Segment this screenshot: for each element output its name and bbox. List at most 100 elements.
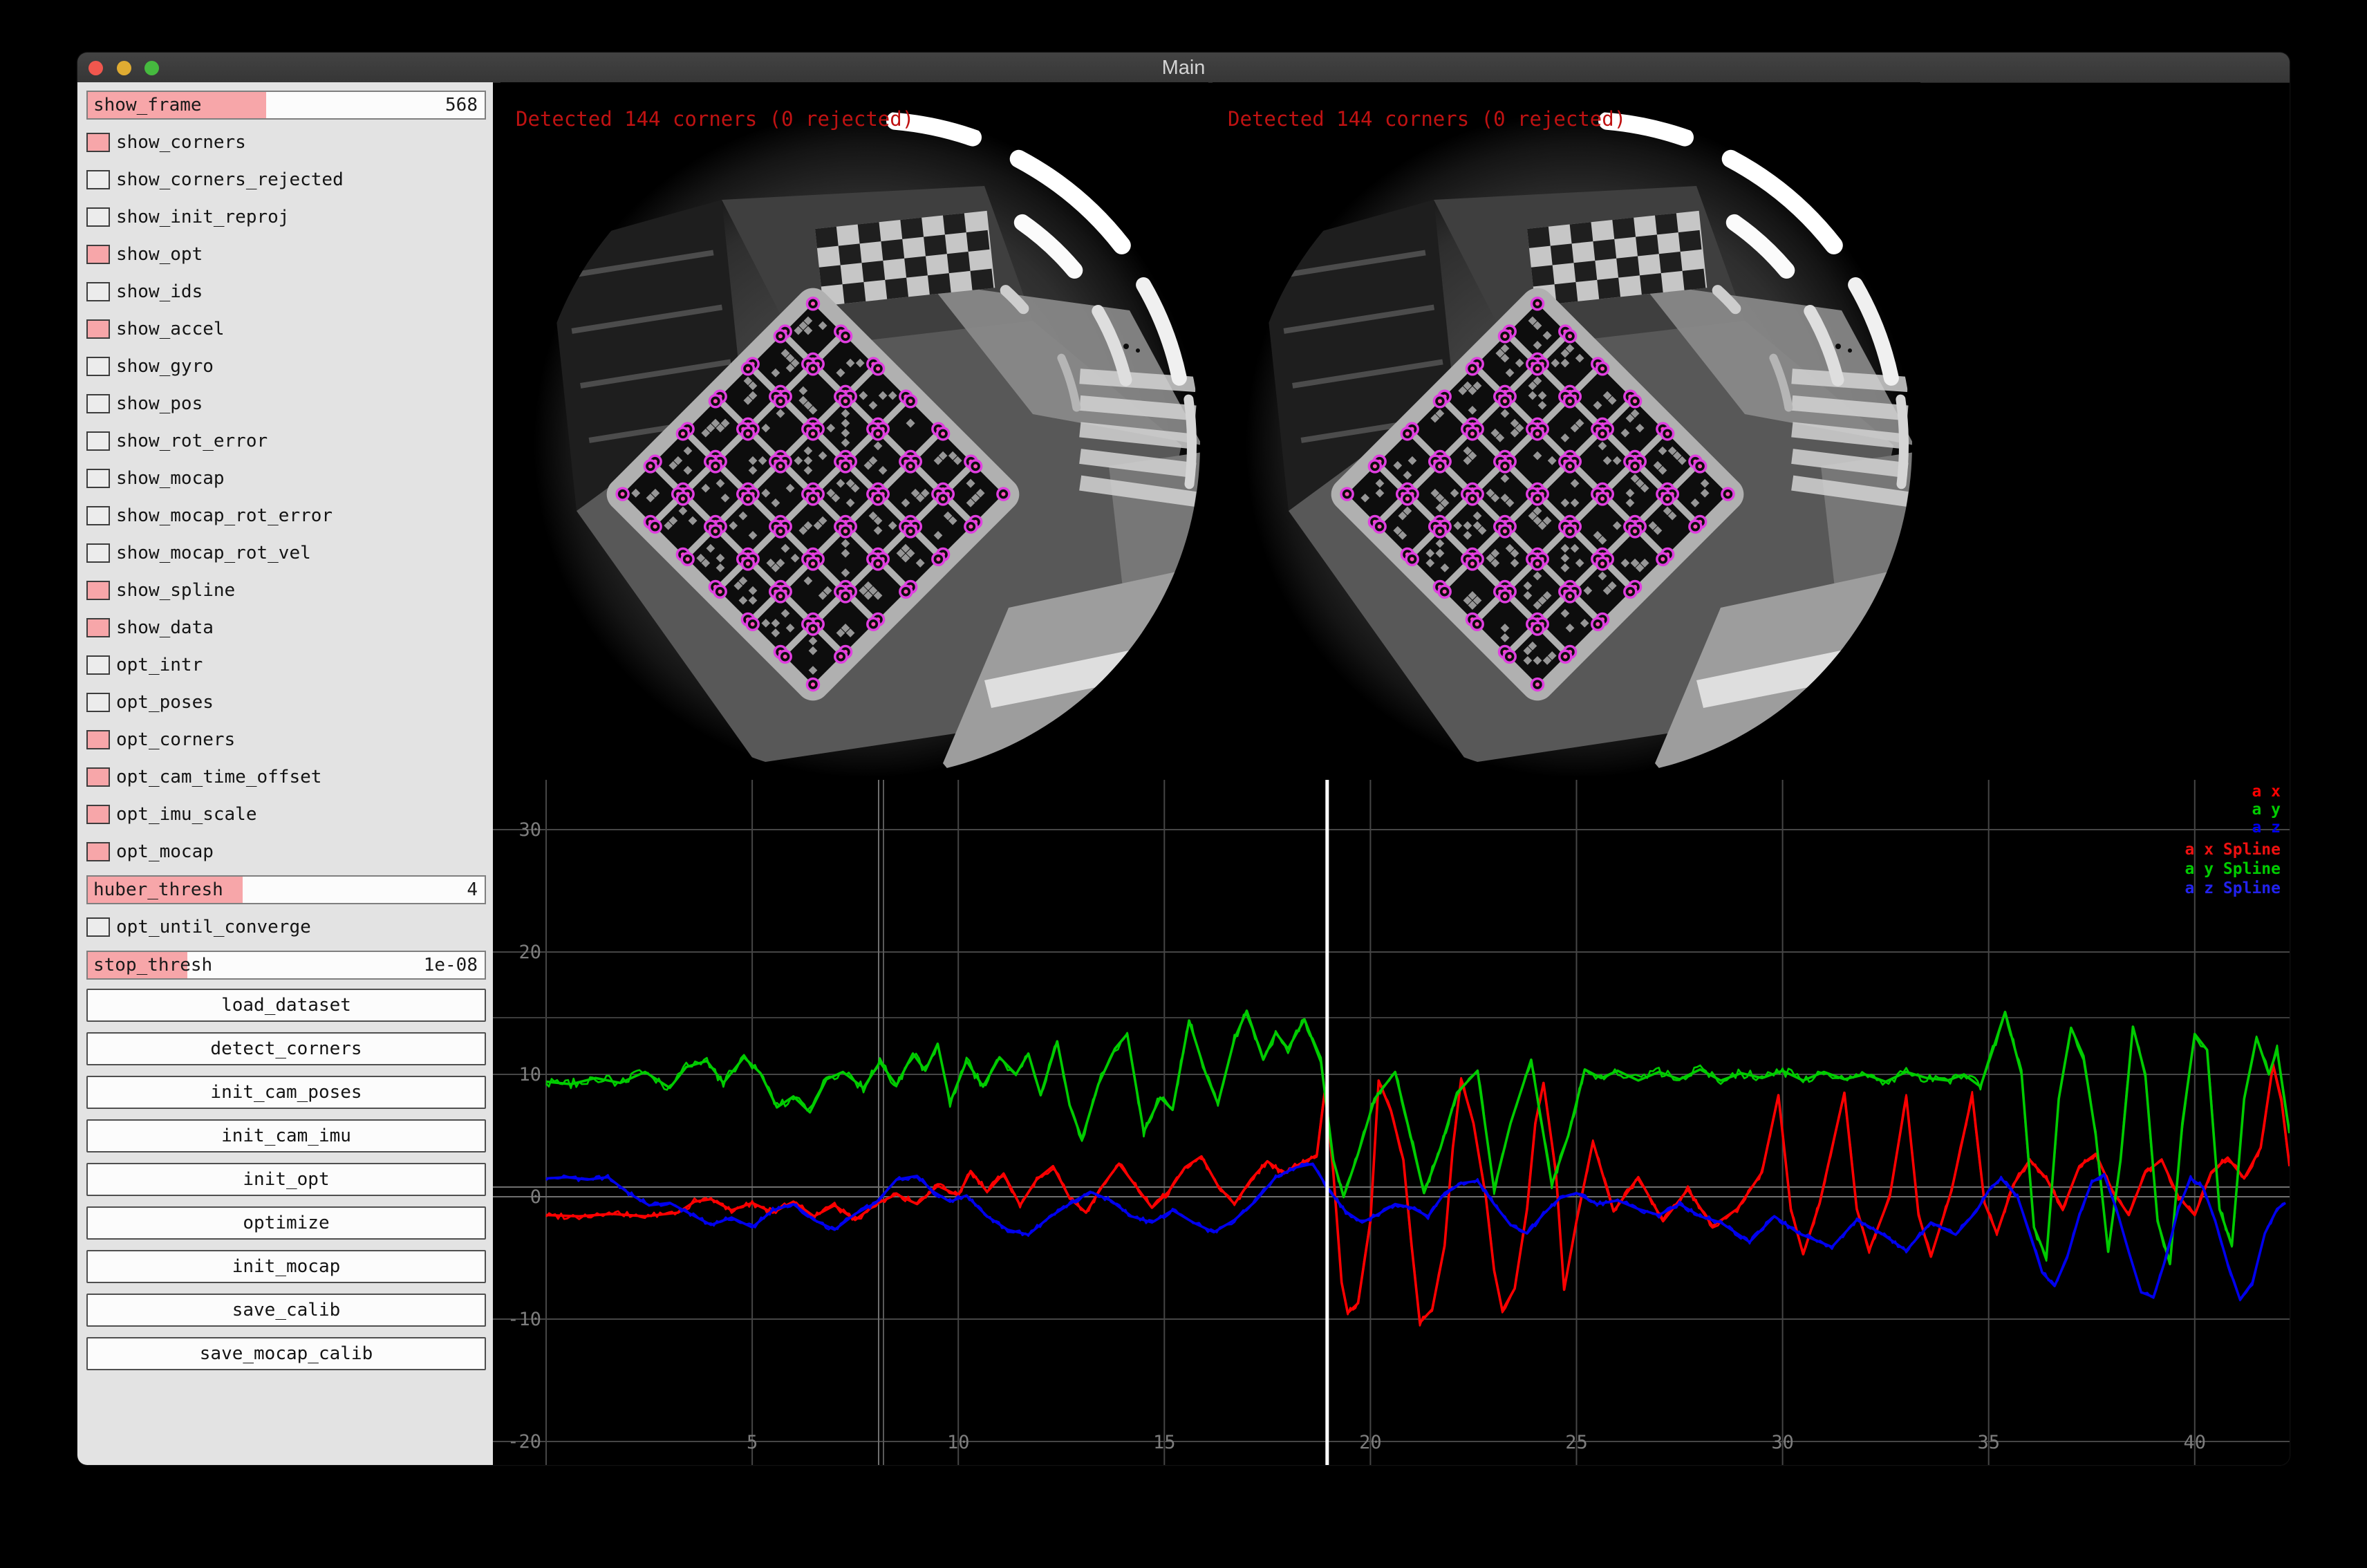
- init_cam_poses-button[interactable]: init_cam_poses: [86, 1076, 486, 1109]
- checkbox-box[interactable]: [86, 581, 110, 600]
- checkbox-show_pos[interactable]: show_pos: [86, 390, 486, 418]
- window-title: Main: [1161, 57, 1206, 79]
- detected-corner-marker: [870, 557, 886, 571]
- checkbox-show_data[interactable]: show_data: [86, 614, 486, 642]
- checkbox-box[interactable]: [86, 431, 110, 451]
- checkbox-show_corners[interactable]: show_corners: [86, 129, 486, 156]
- minimize-window-button[interactable]: [117, 61, 131, 75]
- checkbox-box[interactable]: [86, 730, 110, 749]
- checkbox-box[interactable]: [86, 319, 110, 339]
- checkbox-show_ids[interactable]: show_ids: [86, 278, 486, 306]
- checkbox-box[interactable]: [86, 170, 110, 189]
- ceiling-light-streak: [1000, 285, 1029, 315]
- window-titlebar[interactable]: Main: [77, 53, 2290, 83]
- checkbox-box[interactable]: [86, 207, 110, 227]
- zoom-window-button[interactable]: [144, 61, 159, 75]
- ceiling-light-streak: [1184, 394, 1197, 489]
- load_dataset-button[interactable]: load_dataset: [86, 989, 486, 1022]
- detected-corner-marker: [838, 524, 853, 539]
- detected-corner-marker: [643, 459, 658, 474]
- checkbox-show_opt[interactable]: show_opt: [86, 241, 486, 268]
- x-tick-label: 35: [1977, 1432, 2000, 1453]
- show-frame-slider[interactable]: show_frame 568: [86, 91, 486, 120]
- checkbox-show_spline[interactable]: show_spline: [86, 577, 486, 604]
- checkbox-box[interactable]: [86, 506, 110, 525]
- init_mocap-button[interactable]: init_mocap: [86, 1250, 486, 1283]
- detected-corner-marker: [1432, 459, 1448, 474]
- checkbox-group: show_corners show_corners_rejected show_in…: [86, 129, 486, 866]
- detected-corner-marker: [805, 296, 821, 311]
- checkbox-label: show_mocap_rot_error: [116, 505, 333, 526]
- legend-entry: a x Spline: [2185, 841, 2281, 859]
- detected-corner-marker: [1562, 329, 1578, 344]
- ceiling-light-streak: [1896, 394, 1909, 489]
- checkbox-box[interactable]: [86, 469, 110, 488]
- detected-corner-marker: [1688, 519, 1703, 534]
- series-raw-a-x: [545, 1061, 2290, 1327]
- close-window-button[interactable]: [88, 61, 103, 75]
- checkbox-show_accel[interactable]: show_accel: [86, 315, 486, 343]
- checkbox-opt_poses[interactable]: opt_poses: [86, 689, 486, 716]
- detected-corner-marker: [680, 552, 695, 566]
- checkbox-box[interactable]: [86, 767, 110, 787]
- checkbox-box[interactable]: [86, 805, 110, 824]
- slider-value: 4: [467, 879, 478, 900]
- camera-view-0: Detected 144 corners (0 rejected): [500, 82, 1208, 780]
- detected-corner-marker: [968, 459, 983, 474]
- detect_corners-button[interactable]: detect_corners: [86, 1032, 486, 1065]
- detected-corner-marker: [708, 524, 723, 539]
- corner-detection-status: Detected 144 corners (0 rejected): [1228, 107, 1627, 131]
- detected-corner-marker: [838, 589, 853, 604]
- slider-fill: [88, 952, 187, 978]
- checkbox-show_rot_error[interactable]: show_rot_error: [86, 427, 486, 455]
- checkbox-opt_corners[interactable]: opt_corners: [86, 726, 486, 754]
- detected-corner-marker: [935, 492, 951, 506]
- stop-thresh-slider[interactable]: stop_thresh 1e-08: [86, 951, 486, 980]
- detected-corner-marker: [1400, 492, 1415, 506]
- init_cam_imu-button[interactable]: init_cam_imu: [86, 1119, 486, 1152]
- detected-corner-marker: [1497, 589, 1513, 604]
- checkbox-opt_until_converge[interactable]: opt_until_converge: [86, 913, 486, 941]
- detected-corner-marker: [1595, 492, 1610, 506]
- checkbox-show_init_reproj[interactable]: show_init_reproj: [86, 203, 486, 231]
- checkbox-opt_mocap[interactable]: opt_mocap: [86, 838, 486, 866]
- detected-corner-marker: [740, 427, 756, 441]
- detected-corner-marker: [1595, 427, 1610, 441]
- checkbox-box[interactable]: [86, 543, 110, 563]
- optimize-button[interactable]: optimize: [86, 1206, 486, 1240]
- checkbox-label: opt_cam_time_offset: [116, 767, 322, 787]
- checkbox-box[interactable]: [86, 245, 110, 264]
- detected-corner-marker: [870, 427, 886, 441]
- detected-corner-marker: [964, 519, 978, 534]
- checkbox-box[interactable]: [86, 655, 110, 675]
- save_calib-button[interactable]: save_calib: [86, 1294, 486, 1327]
- detected-corner-marker: [648, 519, 662, 534]
- detected-corner-marker: [1623, 584, 1638, 599]
- checkbox-show_mocap_rot_error[interactable]: show_mocap_rot_error: [86, 502, 486, 530]
- checkbox-box[interactable]: [86, 357, 110, 376]
- save_mocap_calib-button[interactable]: save_mocap_calib: [86, 1337, 486, 1370]
- init_opt-button[interactable]: init_opt: [86, 1163, 486, 1196]
- checkbox-box[interactable]: [86, 917, 110, 937]
- checkbox-show_corners_rejected[interactable]: show_corners_rejected: [86, 166, 486, 194]
- checkbox-box[interactable]: [86, 842, 110, 861]
- checkbox-box[interactable]: [86, 282, 110, 301]
- checkbox-show_mocap_rot_vel[interactable]: show_mocap_rot_vel: [86, 539, 486, 567]
- x-tick-label: 40: [2184, 1432, 2207, 1453]
- checkbox-show_gyro[interactable]: show_gyro: [86, 353, 486, 380]
- checkbox-show_mocap[interactable]: show_mocap: [86, 465, 486, 492]
- slider-fill: [88, 877, 243, 903]
- checkbox-opt_cam_time_offset[interactable]: opt_cam_time_offset: [86, 763, 486, 791]
- fisheye-image: [1246, 111, 1912, 778]
- checkbox-box[interactable]: [86, 618, 110, 637]
- checkbox-box[interactable]: [86, 693, 110, 712]
- checkbox-opt_imu_scale[interactable]: opt_imu_scale: [86, 801, 486, 828]
- detected-corner-marker: [903, 524, 918, 539]
- checkbox-box[interactable]: [86, 394, 110, 413]
- detected-corner-marker: [1591, 617, 1605, 631]
- huber-thresh-slider[interactable]: huber_thresh 4: [86, 875, 486, 904]
- checkbox-box[interactable]: [86, 133, 110, 152]
- plot-canvas[interactable]: 30 20 10 0 -10 -20 5 10 15 20 25 30 35 40 a xa ya z a x…: [493, 780, 2290, 1465]
- checkbox-opt_intr[interactable]: opt_intr: [86, 651, 486, 679]
